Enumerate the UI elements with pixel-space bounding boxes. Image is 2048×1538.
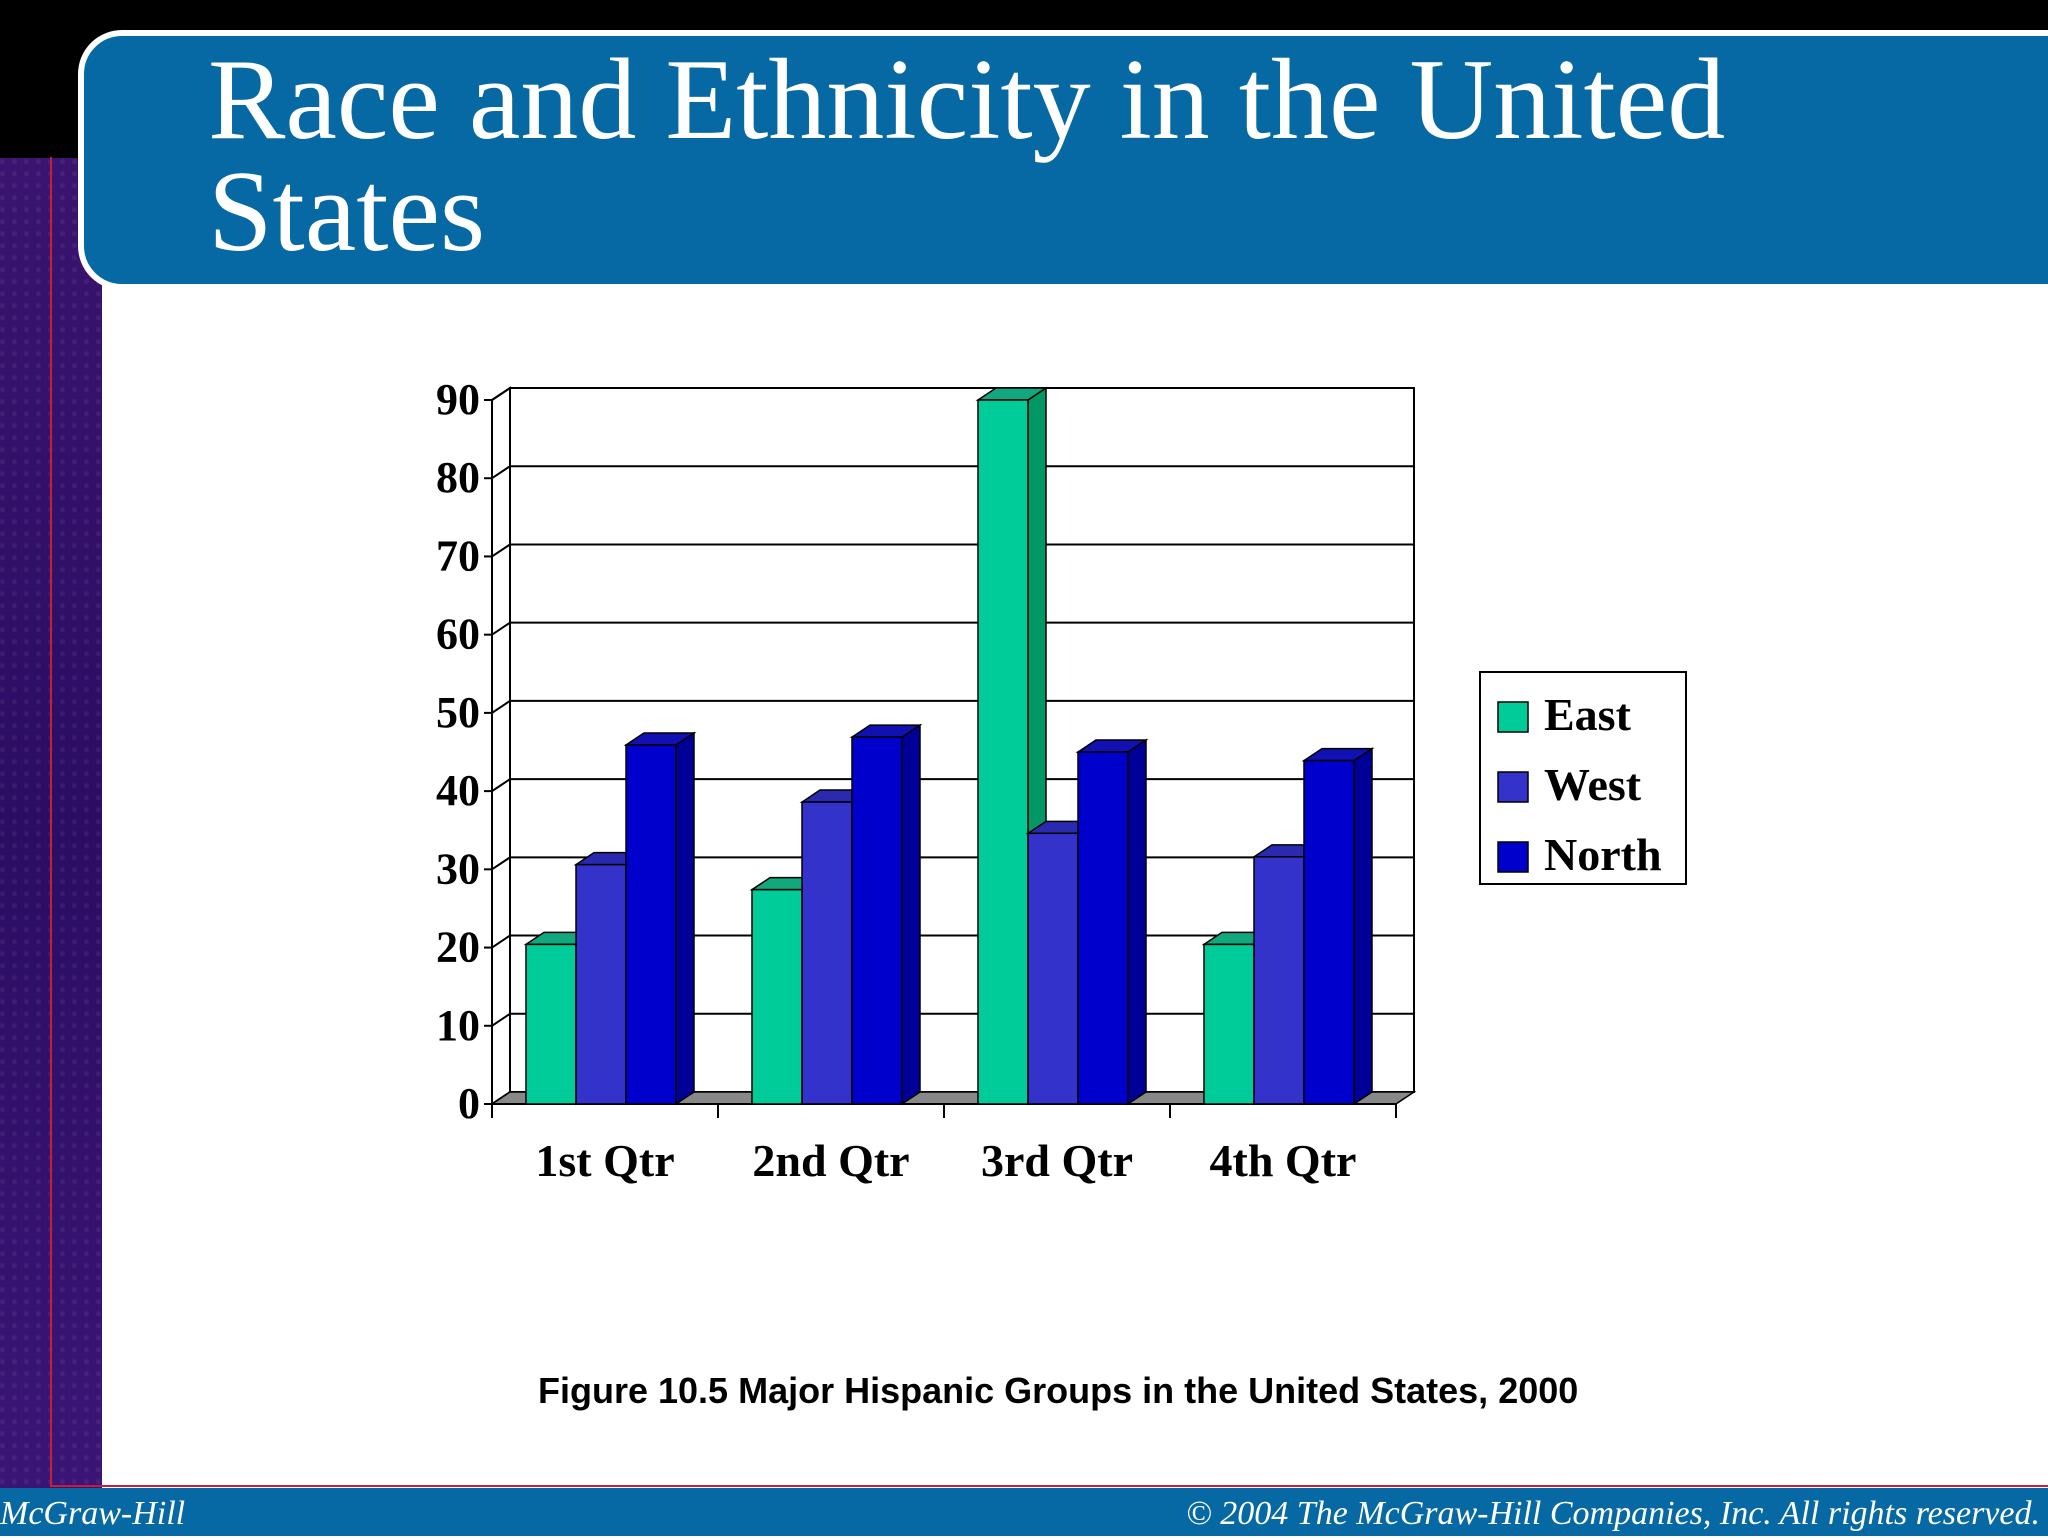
gridline-side [491, 465, 511, 480]
gridline-side [491, 700, 511, 714]
legend-label: East [1544, 689, 1632, 740]
gridline-side [491, 856, 511, 871]
category-label: 2nd Qtr [752, 1135, 909, 1186]
title-bar [78, 30, 2048, 290]
gridline-side [491, 1012, 511, 1027]
slide-title-line-2: States [208, 148, 486, 276]
bar-north [1303, 759, 1355, 1105]
y-tick-label: 90 [436, 375, 480, 424]
y-tick-label: 50 [436, 688, 480, 737]
bar-west [1253, 856, 1305, 1105]
footer-bar [0, 1488, 2048, 1536]
y-tick-label: 80 [436, 453, 480, 502]
footer-publisher: McGraw-Hill [0, 1495, 186, 1532]
y-tick-label: 20 [436, 923, 480, 972]
slide-title-line-1: Race and Ethnicity in the United [208, 36, 1726, 164]
bar-north [1077, 751, 1129, 1105]
y-tick-label: 40 [436, 766, 480, 815]
category-label: 1st Qtr [535, 1135, 674, 1186]
gridline-side [491, 387, 511, 401]
slide-title: Race and Ethnicity in the United States [208, 42, 2008, 270]
side-wall [491, 386, 511, 1106]
bar-east [525, 943, 577, 1105]
bar-side [675, 731, 695, 1106]
y-tick-label: 30 [436, 844, 480, 893]
footer-copyright: © 2004 The McGraw-Hill Companies, Inc. A… [1185, 1495, 2040, 1532]
gridline-side [491, 934, 511, 949]
legend-swatch [1497, 771, 1529, 803]
bar-west [801, 801, 853, 1105]
y-tick-label: 10 [436, 1001, 480, 1050]
bar-north [625, 744, 677, 1105]
gridline-side [491, 543, 511, 558]
bar-east [1203, 943, 1255, 1105]
y-tick-label: 0 [458, 1079, 480, 1128]
figure-caption: Figure 10.5 Major Hispanic Groups in the… [538, 1370, 1579, 1411]
legend-swatch [1497, 841, 1529, 873]
bar-north [851, 736, 903, 1105]
bar-side [1353, 747, 1373, 1106]
category-label: 3rd Qtr [981, 1135, 1133, 1186]
legend-swatch [1497, 701, 1529, 733]
accent-line-vertical [50, 157, 52, 1487]
bar-west [575, 863, 627, 1105]
gridline-side [491, 621, 511, 636]
y-tick-label: 60 [436, 610, 480, 659]
legend-label: West [1544, 759, 1642, 810]
bar-side [1127, 738, 1147, 1106]
accent-line-horizontal [50, 1485, 2048, 1487]
bar-east [977, 399, 1029, 1105]
legend-label: North [1544, 829, 1662, 880]
gridline-side [491, 778, 511, 792]
bar-side [901, 723, 921, 1106]
category-label: 4th Qtr [1210, 1135, 1357, 1186]
bar-west [1027, 832, 1079, 1105]
bar-east [751, 888, 803, 1105]
y-tick-label: 70 [436, 531, 480, 580]
